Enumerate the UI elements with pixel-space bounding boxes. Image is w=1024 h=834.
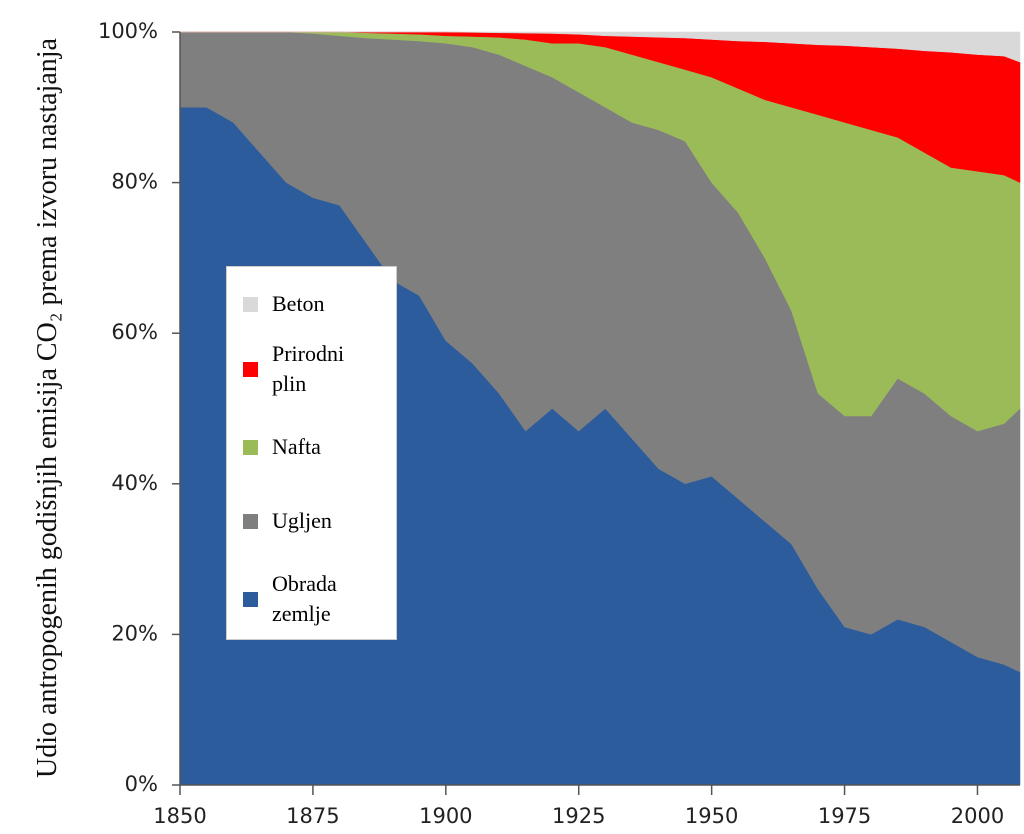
legend-label: Prirodni plin [272, 341, 345, 396]
y-tick-label: 80% [111, 170, 158, 194]
legend-label: Ugljen [272, 508, 332, 533]
legend-label: Nafta [272, 434, 321, 459]
y-tick-label: 0% [125, 772, 158, 796]
y-axis-label: Udio antropogenih godišnjih emisija CO₂ … [32, 38, 63, 778]
y-tick-label: 40% [111, 471, 158, 495]
legend-swatch [243, 439, 258, 455]
legend-swatch [243, 513, 258, 529]
x-tick-label: 1875 [286, 804, 339, 828]
legend-item: Nafta [243, 421, 386, 473]
legend: Beton Prirodni plin Nafta Ugljen Obrada zeml… [226, 266, 397, 640]
x-tick-label: 1950 [685, 804, 738, 828]
y-tick-label: 60% [111, 320, 158, 344]
y-tick-label: 20% [111, 621, 158, 645]
legend-item: Obrada zemlje [243, 569, 386, 629]
legend-swatch [243, 361, 258, 377]
legend-label: Obrada zemlje [272, 571, 337, 626]
area [180, 31, 1021, 63]
y-tick-label: 100% [98, 19, 158, 43]
legend-swatch [243, 591, 258, 607]
x-tick-label: 1925 [552, 804, 605, 828]
legend-label: Beton [272, 291, 325, 316]
legend-item: Prirodni plin [243, 339, 386, 399]
legend-swatch [243, 296, 258, 312]
x-tick-label: 1850 [153, 804, 206, 828]
x-tick-label: 1900 [419, 804, 472, 828]
x-tick-label: 2000 [951, 804, 1004, 828]
legend-item: Beton [243, 285, 386, 323]
x-tick-label: 1975 [818, 804, 871, 828]
legend-item: Ugljen [243, 495, 386, 547]
